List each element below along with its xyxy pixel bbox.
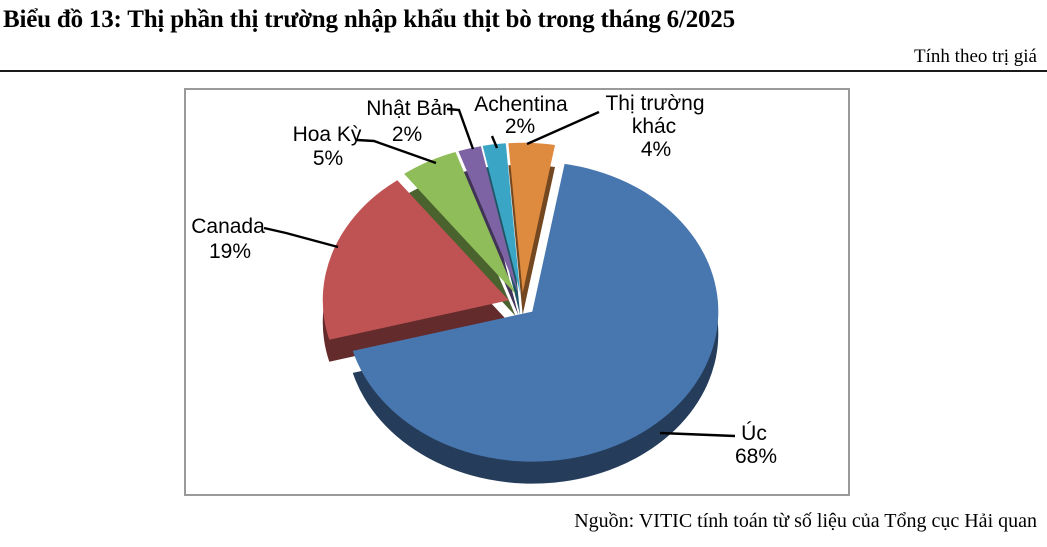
leader-line-hoa-ky — [356, 138, 437, 165]
pie-label-thi-truong-khac: Thị trường — [605, 92, 704, 115]
leader-line-uc — [659, 431, 736, 438]
leader-line-canada — [263, 226, 339, 249]
pie-label-thi-truong-khac-value: khác — [632, 115, 676, 138]
pie-slice-nhat-ban — [458, 146, 519, 294]
pie-label-nhat-ban-value: 2% — [392, 123, 422, 146]
pie-label-uc: Úc — [741, 422, 767, 445]
leader-line-nhat-ban — [446, 107, 475, 150]
pie-slice-achentina — [482, 143, 521, 293]
pie-label-canada-value: 19% — [209, 240, 251, 263]
pie-label-hoa-ky: Hoa Kỳ — [293, 123, 362, 146]
page-title: Biểu đồ 13: Thị phần thị trường nhập khẩ… — [3, 6, 735, 33]
pie-slice-canada — [322, 180, 509, 340]
pie-label-nhat-ban: Nhật Bản — [366, 97, 454, 120]
pie-label-uc-value: 68% — [735, 445, 777, 468]
source-note: Nguồn: VITIC tính toán từ số liệu của Tổ… — [574, 510, 1037, 532]
leader-line-achentina — [490, 135, 499, 149]
pie-label-achentina-value: 2% — [505, 115, 535, 138]
value-basis-note: Tính theo trị giá — [914, 46, 1037, 67]
pie-slice-uc — [352, 163, 719, 462]
pie-label-thi-truong-khac-value: 4% — [641, 138, 671, 161]
pie-slice-thi-truong-khac — [508, 142, 555, 293]
pie-label-hoa-ky-value: 5% — [313, 147, 343, 170]
pie-slice-hoa-ky — [404, 152, 516, 294]
leader-line-thi-truong-khac — [526, 110, 600, 146]
divider-line — [0, 70, 1047, 72]
pie-label-achentina: Achentina — [474, 93, 568, 116]
pie-label-canada: Canada — [191, 215, 265, 238]
